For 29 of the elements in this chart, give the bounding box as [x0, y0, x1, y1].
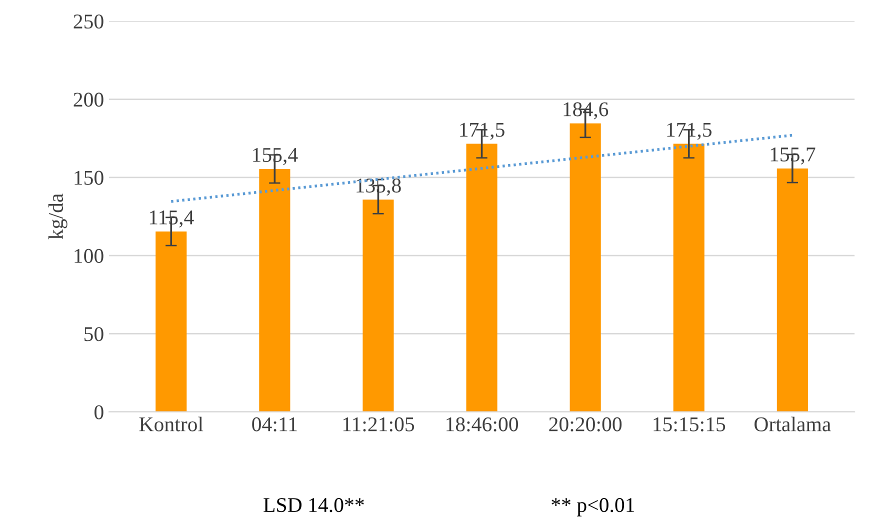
y-tick-label: 150 [74, 170, 104, 185]
data-label: 115,4 [150, 210, 194, 228]
x-tick-label: Kontrol [139, 416, 204, 432]
data-label: 155,7 [770, 148, 816, 164]
y-tick-label: 0 [94, 405, 104, 420]
bar [673, 144, 704, 412]
y-tick-label: 200 [74, 92, 104, 107]
text: LSD 14.0** [264, 498, 364, 512]
x-tick-label: Ortalama [754, 416, 831, 432]
y-tick-label: 100 [74, 248, 104, 263]
y-tick-label: 50 [84, 327, 104, 342]
x-tick-label: 18:46:00 [446, 417, 518, 432]
x-tick-label: 20:20:00 [549, 417, 622, 432]
data-label: 171,5 [667, 122, 712, 140]
y-tick-label: 250 [74, 14, 104, 29]
data-label: 155,4 [253, 148, 298, 165]
text: ** p<0.01 [552, 498, 634, 516]
data-label: 184,6 [564, 102, 608, 120]
bar [259, 168, 290, 412]
bar [362, 200, 394, 412]
bar [156, 231, 187, 412]
bar [466, 144, 498, 412]
x-tick-label: 11:21:05 [343, 417, 414, 432]
bar [570, 123, 601, 412]
x-tick-label: 04:11 [252, 417, 297, 432]
y-axis-title: kg/da [48, 194, 68, 240]
data-label: 171,5 [460, 122, 504, 140]
bar [776, 168, 808, 412]
x-tick-label: 15:15:15 [654, 417, 726, 432]
